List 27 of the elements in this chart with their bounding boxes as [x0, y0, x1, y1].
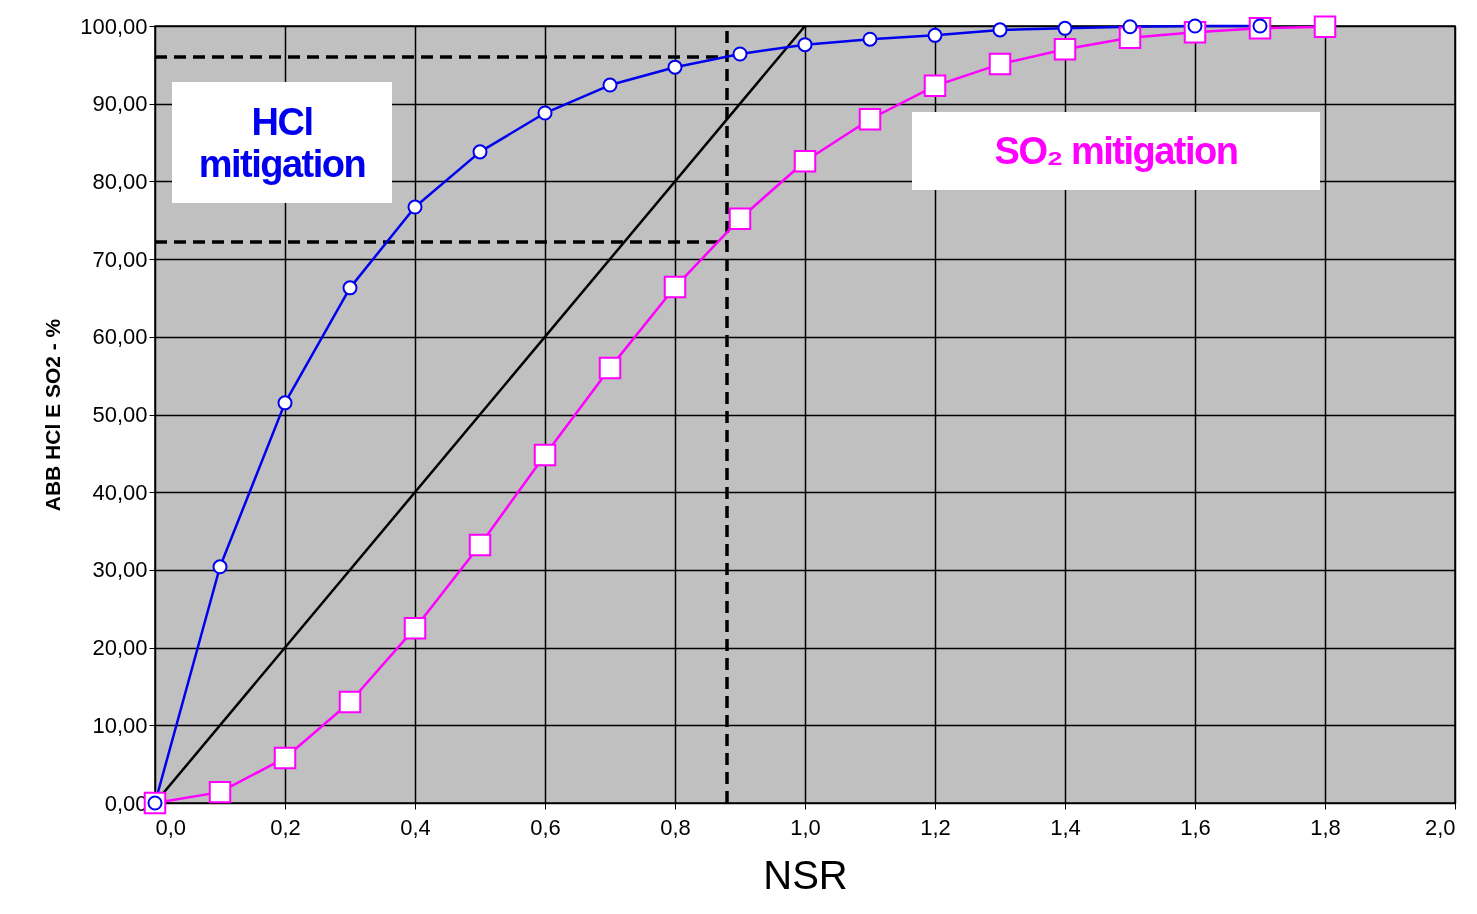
x-tick-label: 0,0 — [155, 814, 187, 840]
series-label: HCl mitigation — [197, 100, 367, 185]
x-tick-label: 0,6 — [530, 814, 561, 840]
x-axis-title: NSR — [763, 852, 848, 897]
x-tick-label: 2,0 — [1424, 814, 1456, 840]
y-tick-label: 80,00 — [92, 168, 148, 194]
x-tick-label: 1,0 — [790, 814, 821, 840]
y-tick-label: 90,00 — [92, 91, 148, 117]
label-box: SO₂ mitigation — [912, 112, 1320, 190]
y-tick-label: 60,00 — [92, 324, 148, 350]
y-tick-label: 10,00 — [92, 712, 148, 738]
x-tick-label: 1,6 — [1180, 814, 1211, 840]
y-tick-label: 50,00 — [92, 402, 148, 427]
x-tick-label: 1,4 — [1050, 814, 1081, 840]
y-tick-label: 20,00 — [92, 635, 148, 661]
y-tick-label: 40,00 — [92, 479, 148, 505]
x-tick-label: 1,2 — [920, 814, 951, 840]
series-label: SO₂ mitigation — [994, 130, 1238, 172]
y-tick-label: 70,00 — [92, 246, 148, 272]
y-tick-label: 100,00 — [80, 13, 148, 39]
x-tick-label: 1,8 — [1310, 814, 1341, 840]
x-tick-label: 0,4 — [400, 814, 431, 840]
y-tick-label: 30,00 — [92, 557, 148, 583]
x-tick-label: 0,2 — [270, 814, 301, 840]
y-axis-title: ABB HCl E SO2 - % — [41, 318, 65, 512]
label-box: HCl mitigation — [172, 82, 392, 203]
x-tick-label: 0,8 — [660, 814, 691, 840]
